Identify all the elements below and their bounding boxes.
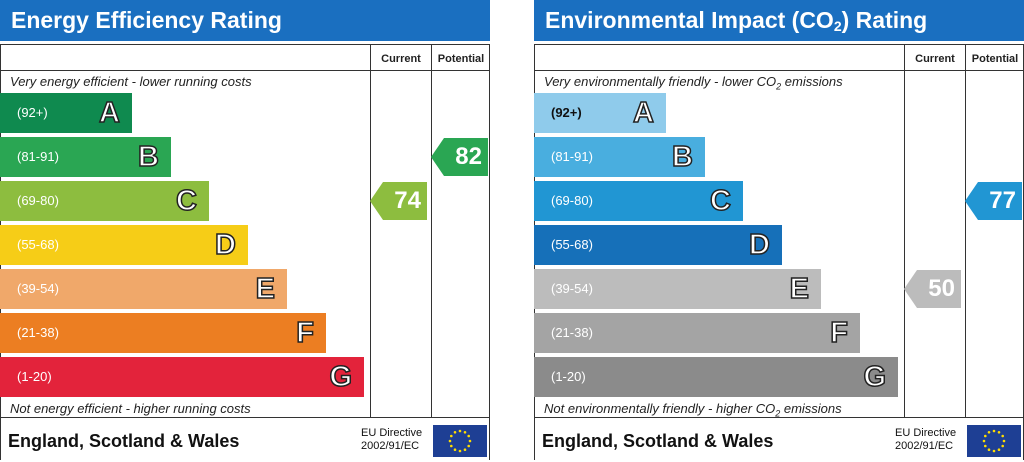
band-letter: A — [632, 96, 654, 130]
band-range-label: (39-54) — [551, 281, 593, 296]
band-range-label: (69-80) — [551, 193, 593, 208]
band-letter: G — [863, 360, 887, 394]
band-range-label: (1-20) — [17, 369, 52, 384]
eu-directive-text: EU Directive 2002/91/EC — [895, 427, 957, 452]
band-c: (69-80) C — [534, 181, 743, 221]
current-rating-value: 50 — [928, 275, 955, 302]
region-label: England, Scotland & Wales — [542, 431, 774, 451]
band-range-label: (81-91) — [17, 149, 59, 164]
environmental-impact-panel: Environmental Impact (CO2) Rating Curren… — [534, 0, 1024, 460]
band-f: (21-38) F — [534, 313, 860, 353]
band-e: (39-54) E — [0, 269, 287, 309]
potential-rating-arrow: 82 — [431, 138, 490, 176]
band-letter: F — [830, 316, 849, 350]
band-c: (69-80) C — [0, 181, 209, 221]
current-rating-arrow: 50 — [904, 270, 963, 308]
band-letter: F — [296, 316, 315, 350]
band-f: (21-38) F — [0, 313, 326, 353]
potential-rating-value: 82 — [455, 143, 482, 170]
eu-flag-icon — [967, 425, 1021, 457]
band-range-label: (92+) — [551, 105, 582, 120]
band-b: (81-91) B — [0, 137, 171, 177]
band-range-label: (55-68) — [17, 237, 59, 252]
potential-column-header: Potential — [971, 53, 1019, 65]
bottom-note: Not energy efficient - higher running co… — [10, 401, 251, 416]
band-letter: B — [671, 140, 693, 174]
bottom-note: Not environmentally friendly - higher CO… — [544, 401, 842, 419]
band-letter: B — [137, 140, 159, 174]
band-letter: A — [98, 96, 120, 130]
band-letter: G — [329, 360, 353, 394]
energy-efficiency-title: Energy Efficiency Rating — [0, 0, 490, 41]
current-column-header: Current — [915, 53, 955, 65]
top-note: Very energy efficient - lower running co… — [10, 74, 252, 89]
band-range-label: (81-91) — [551, 149, 593, 164]
region-label: England, Scotland & Wales — [8, 431, 240, 451]
band-range-label: (92+) — [17, 105, 48, 120]
potential-column-header: Potential — [437, 53, 485, 65]
band-d: (55-68) D — [0, 225, 248, 265]
current-rating-arrow: 74 — [370, 182, 429, 220]
band-d: (55-68) D — [534, 225, 782, 265]
band-letter: D — [214, 228, 236, 262]
current-column-header: Current — [381, 53, 421, 65]
band-g: (1-20) G — [0, 357, 364, 397]
band-e: (39-54) E — [534, 269, 821, 309]
potential-rating-arrow: 77 — [965, 182, 1024, 220]
band-letter: E — [255, 272, 276, 306]
energy-efficiency-panel: Energy Efficiency Rating Current Potenti… — [0, 0, 490, 460]
band-g: (1-20) G — [534, 357, 898, 397]
current-rating-value: 74 — [394, 187, 421, 214]
band-letter: C — [175, 184, 197, 218]
band-range-label: (21-38) — [17, 325, 59, 340]
band-a: (92+) A — [0, 93, 132, 133]
eu-directive-text: EU Directive 2002/91/EC — [361, 427, 423, 452]
band-range-label: (21-38) — [551, 325, 593, 340]
band-letter: D — [748, 228, 770, 262]
band-range-label: (55-68) — [551, 237, 593, 252]
band-range-label: (39-54) — [17, 281, 59, 296]
potential-rating-value: 77 — [989, 187, 1016, 214]
eu-flag-icon — [433, 425, 487, 457]
band-range-label: (1-20) — [551, 369, 586, 384]
top-note: Very environmentally friendly - lower CO… — [544, 74, 843, 92]
band-a: (92+) A — [534, 93, 666, 133]
band-b: (81-91) B — [534, 137, 705, 177]
band-letter: C — [709, 184, 731, 218]
environmental-impact-title: Environmental Impact (CO2) Rating — [534, 0, 1024, 41]
band-letter: E — [789, 272, 810, 306]
band-range-label: (69-80) — [17, 193, 59, 208]
